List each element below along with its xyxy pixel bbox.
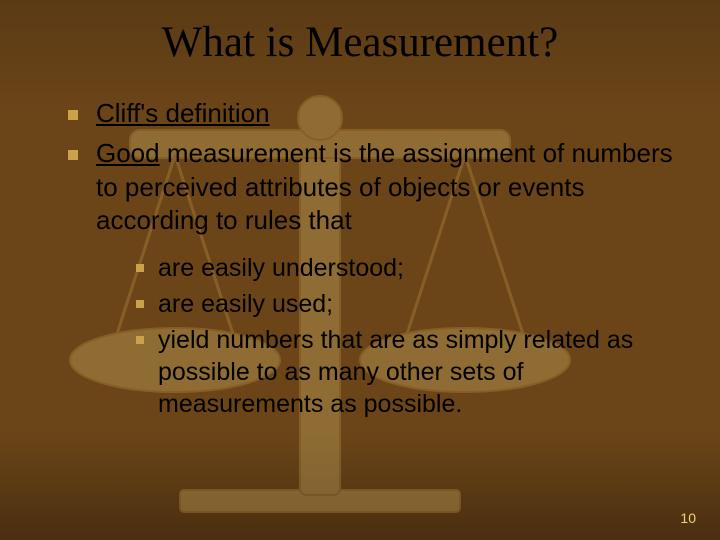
bullet-2-underlined: Good bbox=[96, 138, 160, 168]
main-bullet-list: Cliff's definition Good measurement is t… bbox=[40, 97, 680, 420]
page-number: 10 bbox=[680, 510, 696, 526]
sub-bullet-3: yield numbers that are as simply related… bbox=[136, 324, 680, 420]
slide-content: What is Measurement? Cliff's definition … bbox=[0, 0, 720, 420]
bullet-2-rest: measurement is the assignment of numbers… bbox=[96, 138, 673, 236]
sub-bullet-list: are easily understood; are easily used; … bbox=[96, 252, 680, 420]
sub-bullet-1: are easily understood; bbox=[136, 252, 680, 284]
sub-bullet-2: are easily used; bbox=[136, 288, 680, 320]
bullet-1: Cliff's definition bbox=[68, 97, 680, 131]
bullet-1-text: Cliff's definition bbox=[96, 98, 270, 128]
slide-title: What is Measurement? bbox=[40, 18, 680, 67]
bullet-2: Good measurement is the assignment of nu… bbox=[68, 137, 680, 420]
